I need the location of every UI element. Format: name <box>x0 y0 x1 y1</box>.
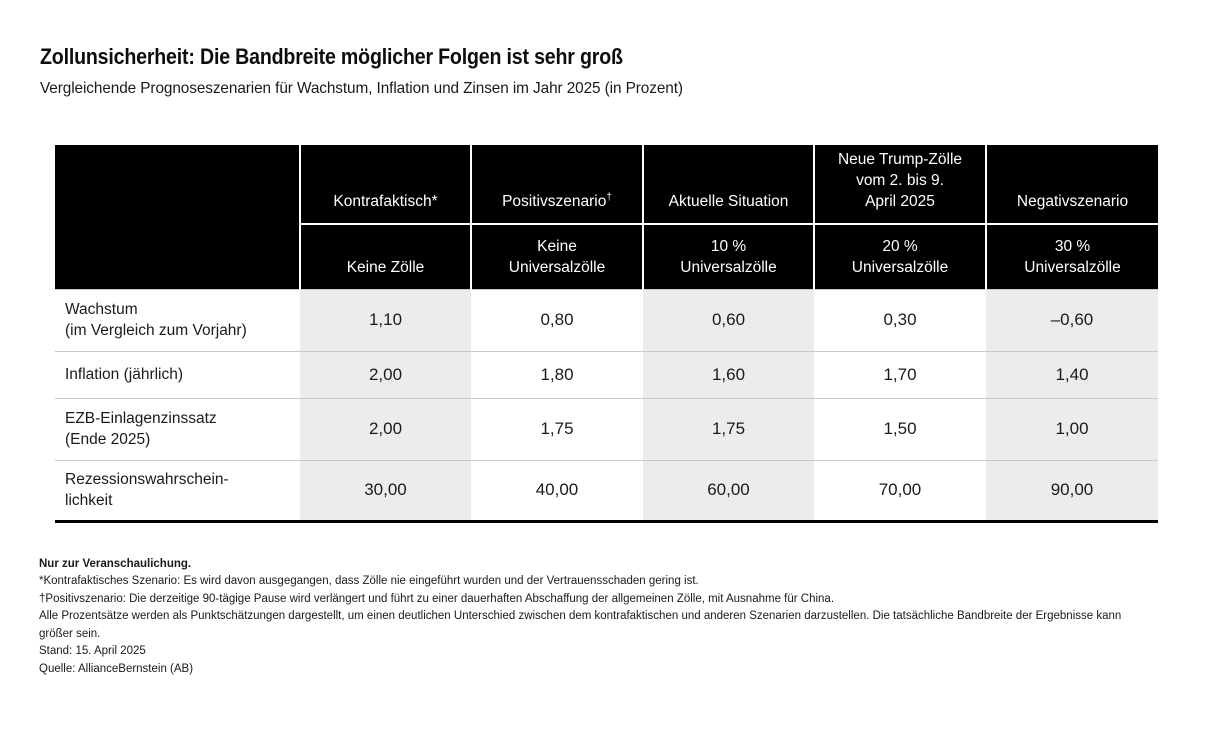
cell-value: 0,80 <box>471 289 643 351</box>
tariff-header-keine-universalzoelle: Keine Universalzölle <box>470 223 643 289</box>
cell-value: 1,50 <box>814 398 986 460</box>
col-header-negativszenario: Negativszenario <box>985 145 1158 224</box>
row-label-inflation: Inflation (jährlich) <box>55 351 300 398</box>
cell-value: 2,00 <box>300 398 471 460</box>
corner-cell <box>55 145 300 289</box>
row-label-wachstum: Wachstum (im Vergleich zum Vorjahr) <box>55 289 300 351</box>
cell-value: 60,00 <box>643 460 814 521</box>
cell-value: –0,60 <box>986 289 1158 351</box>
cell-value: 2,00 <box>300 351 471 398</box>
cell-value: 0,60 <box>643 289 814 351</box>
row-label-ezb-einlagenzinssatz: EZB-Einlagenzinssatz (Ende 2025) <box>55 398 300 460</box>
tariff-header-20-prozent: 20 % Universalzölle <box>813 223 986 289</box>
footnotes: Nur zur Veranschaulichung. *Kontrafaktis… <box>39 556 1154 678</box>
cell-value: 70,00 <box>814 460 986 521</box>
dagger-marker: † <box>606 191 612 203</box>
cell-value: 0,30 <box>814 289 986 351</box>
footnote-counterfactual: *Kontrafaktisches Szenario: Es wird davo… <box>39 575 699 588</box>
col-header-positivszenario-label: Positivszenario <box>502 193 607 210</box>
cell-value: 1,10 <box>300 289 471 351</box>
page-title: Zollunsicherheit: Die Bandbreite möglich… <box>40 44 623 69</box>
footnote-point-estimates: Alle Prozentsätze werden als Punktschätz… <box>39 610 1122 640</box>
cell-value: 1,60 <box>643 351 814 398</box>
scenario-table: Kontrafaktisch* Positivszenario† Aktuell… <box>55 145 1158 523</box>
footnote-source: Quelle: AllianceBernstein (AB) <box>39 662 194 675</box>
row-label-rezessionswahrscheinlichkeit: Rezessionswahrschein- lichkeit <box>55 460 300 521</box>
cell-value: 1,75 <box>643 398 814 460</box>
cell-value: 1,40 <box>986 351 1158 398</box>
table-row-wachstum: Wachstum (im Vergleich zum Vorjahr) 1,10… <box>55 289 1158 351</box>
table-row-inflation: Inflation (jährlich) 2,00 1,80 1,60 1,70… <box>55 351 1158 398</box>
cell-value: 1,00 <box>986 398 1158 460</box>
tariff-header-10-prozent: 10 % Universalzölle <box>642 223 814 289</box>
col-header-positivszenario: Positivszenario† <box>470 145 643 224</box>
cell-value: 1,80 <box>471 351 643 398</box>
col-header-aktuelle-situation: Aktuelle Situation <box>642 145 814 224</box>
col-header-kontrafaktisch: Kontrafaktisch* <box>299 145 471 224</box>
header-row-tariffs: Keine Zölle Keine Universalzölle 10 % Un… <box>55 223 1158 289</box>
tariff-header-keine-zoelle: Keine Zölle <box>299 223 471 289</box>
cell-value: 1,75 <box>471 398 643 460</box>
tariff-header-30-prozent: 30 % Universalzölle <box>985 223 1158 289</box>
cell-value: 90,00 <box>986 460 1158 521</box>
table-row-ezb-einlagenzinssatz: EZB-Einlagenzinssatz (Ende 2025) 2,00 1,… <box>55 398 1158 460</box>
footnote-disclaimer: Nur zur Veranschaulichung. <box>39 558 192 570</box>
cell-value: 1,70 <box>814 351 986 398</box>
footnote-positive-scenario: †Positivszenario: Die derzeitige 90-tägi… <box>39 592 835 605</box>
cell-value: 40,00 <box>471 460 643 521</box>
cell-value: 30,00 <box>300 460 471 521</box>
footnote-as-of-date: Stand: 15. April 2025 <box>39 645 146 658</box>
table-row-rezessionswahrscheinlichkeit: Rezessionswahrschein- lichkeit 30,00 40,… <box>55 460 1158 521</box>
page-subtitle: Vergleichende Prognoseszenarien für Wach… <box>40 80 683 97</box>
col-header-neue-trump-zoelle: Neue Trump-Zölle vom 2. bis 9. April 202… <box>813 145 986 224</box>
header-row-scenarios: Kontrafaktisch* Positivszenario† Aktuell… <box>55 145 1158 289</box>
